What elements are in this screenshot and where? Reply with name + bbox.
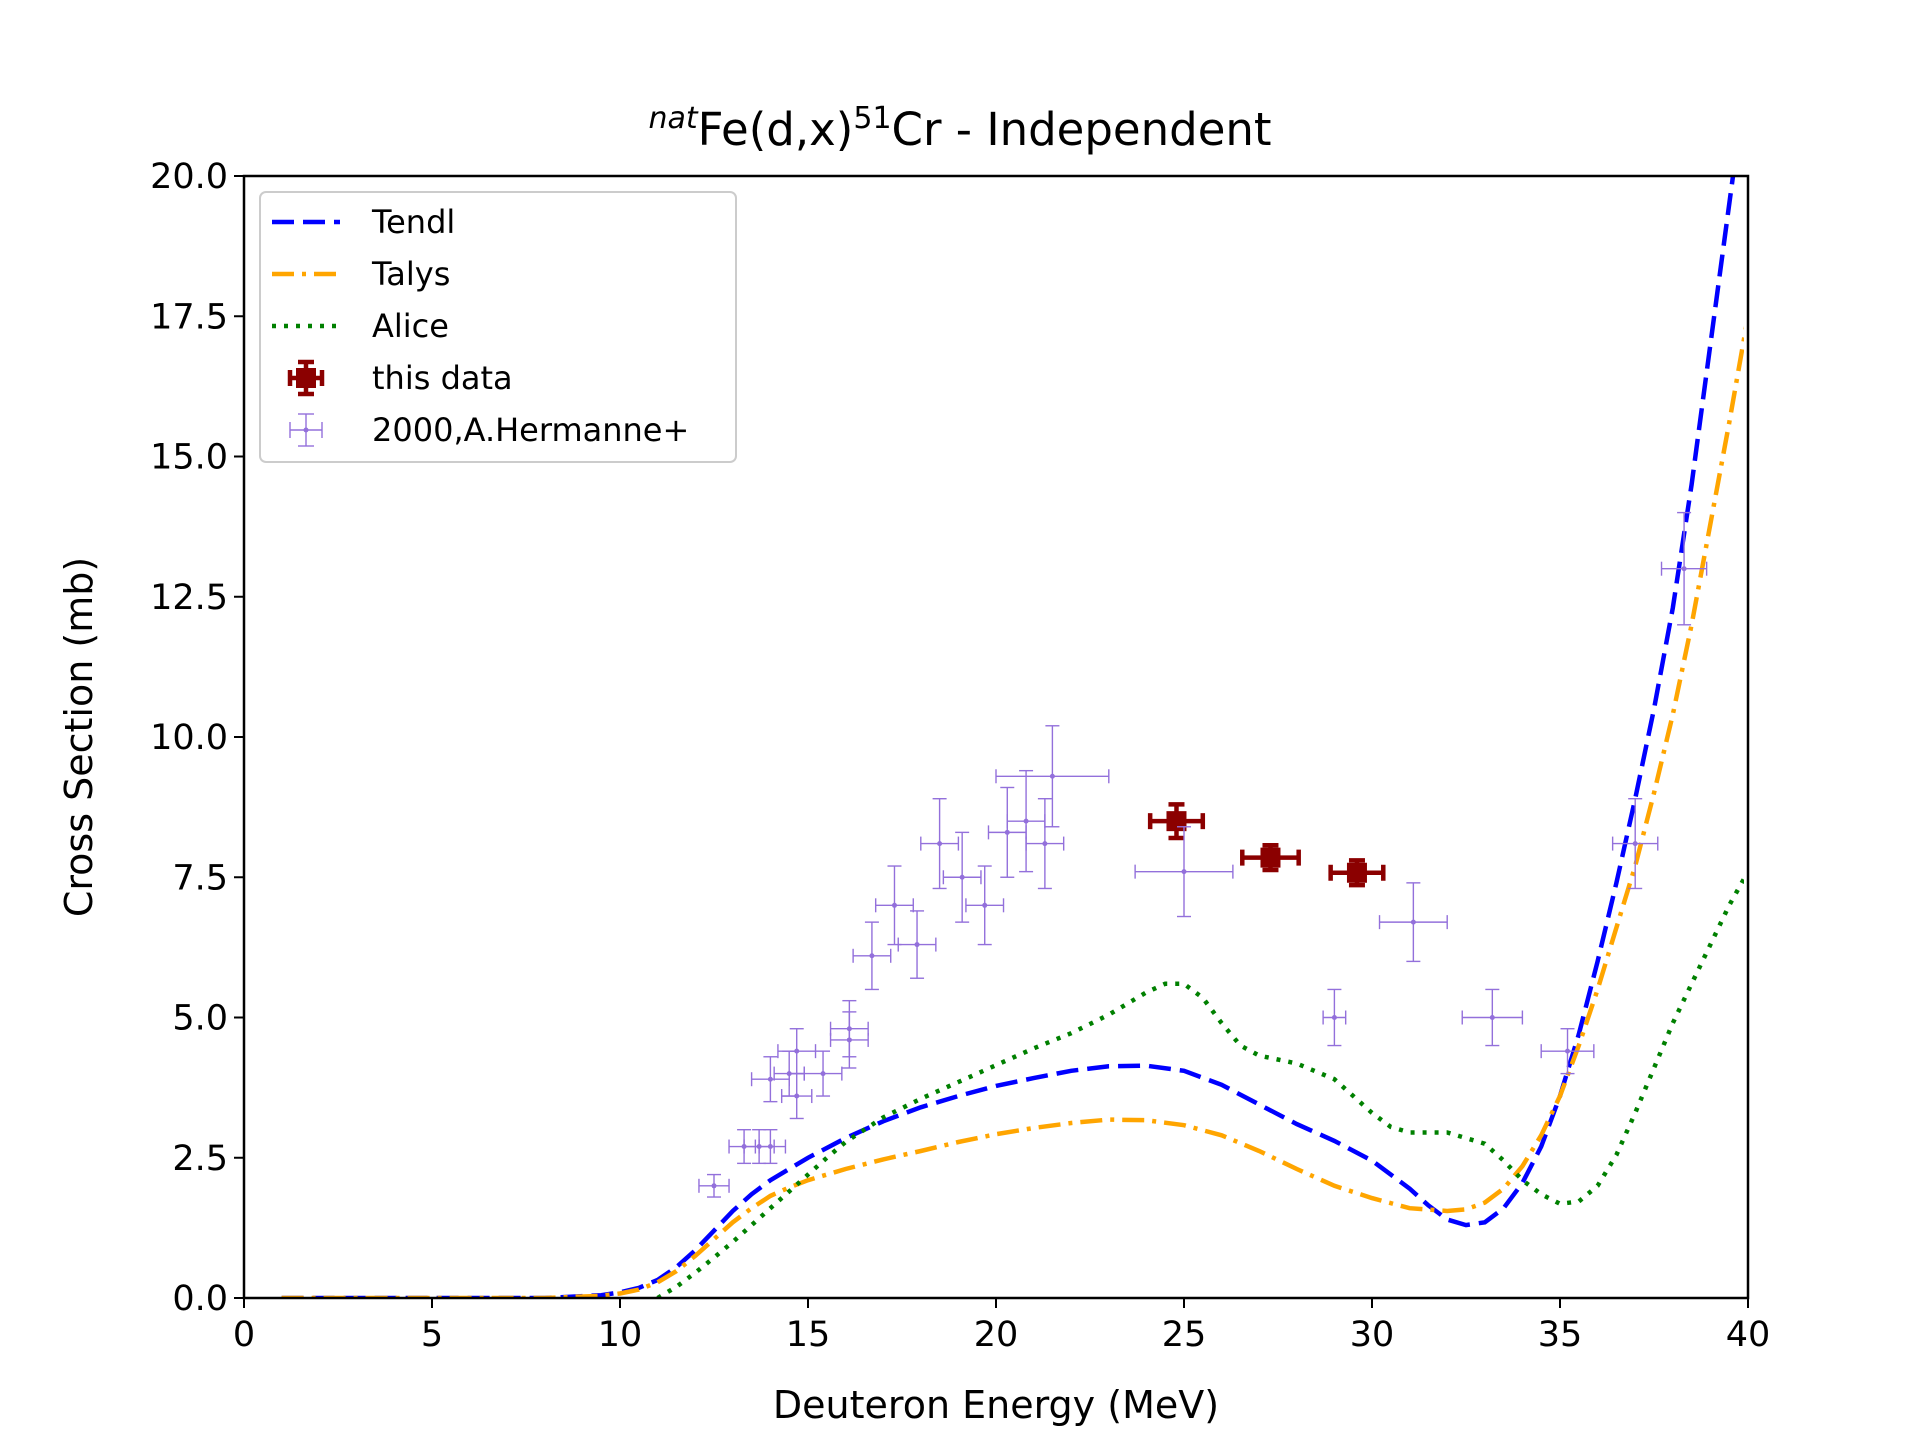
data-point-2000-a-hermanne — [1540, 1028, 1595, 1075]
legend-label: this data — [372, 359, 513, 397]
points-layer — [698, 511, 1708, 1198]
x-tick-label: 35 — [1538, 1315, 1583, 1355]
y-tick-label: 2.5 — [172, 1139, 228, 1179]
legend-label: Tendl — [371, 203, 455, 241]
legend-item-alice: Alice — [272, 307, 449, 345]
data-point-2000-a-hermanne — [1025, 798, 1065, 890]
data-point-2000-a-hermanne — [1611, 798, 1659, 890]
legend-swatch — [289, 413, 323, 447]
title-element: Fe(d,x) — [698, 103, 854, 156]
data-point-2000-a-hermanne — [750, 1056, 790, 1103]
series-line-tendl — [281, 176, 1736, 1298]
data-point-2000-a-hermanne — [1134, 826, 1234, 918]
series-line-talys — [281, 326, 1744, 1298]
x-axis-label: Deuteron Energy (MeV) — [773, 1383, 1219, 1427]
legend-item-2000-a-hermanne: 2000,A.Hermanne+ — [289, 411, 689, 449]
title-mass: 51 — [853, 101, 891, 136]
y-tick-label: 0.0 — [172, 1279, 228, 1319]
y-axis: 0.0 2.5 5.0 7.5 10.0 12.5 15.0 17.5 20.0 — [150, 157, 244, 1319]
y-tick-label: 10.0 — [150, 718, 228, 758]
data-point-2000-a-hermanne — [995, 725, 1110, 828]
x-axis: 0 5 10 15 20 25 30 35 40 — [233, 1298, 1770, 1355]
y-tick-label: 5.0 — [172, 999, 228, 1039]
legend-item-tendl: Tendl — [272, 203, 455, 241]
data-point-2000-a-hermanne — [852, 921, 892, 991]
title-product: Cr - Independent — [892, 103, 1272, 156]
legend-label: Talys — [371, 255, 450, 293]
title-prefix: nat — [648, 101, 698, 136]
x-tick-label: 20 — [974, 1315, 1019, 1355]
x-tick-label: 40 — [1726, 1315, 1771, 1355]
y-axis-label: Cross Section (mb) — [57, 557, 101, 917]
x-tick-label: 0 — [233, 1315, 255, 1355]
legend: Tendl Talys Alice this data 2000,A.Hermanne+ — [259, 191, 737, 463]
x-tick-label: 30 — [1350, 1315, 1395, 1355]
x-tick-label: 10 — [598, 1315, 643, 1355]
data-point-2000-a-hermanne — [780, 1072, 813, 1120]
data-point-2000-a-hermanne — [920, 798, 960, 890]
y-tick-label: 15.0 — [150, 438, 228, 478]
legend-label: Alice — [372, 307, 449, 345]
y-tick-label: 12.5 — [150, 578, 228, 618]
data-point-2000-a-hermanne — [874, 865, 914, 946]
x-tick-label: 5 — [421, 1315, 443, 1355]
data-point-2000-a-hermanne — [1660, 511, 1708, 626]
chart-title: natFe(d,x)51Cr - Independent — [648, 101, 1271, 156]
data-point-2000-a-hermanne — [942, 831, 982, 923]
x-tick-label: 15 — [786, 1315, 831, 1355]
data-point-2000-a-hermanne — [965, 865, 1005, 946]
data-point-2000-a-hermanne — [1378, 882, 1448, 963]
data-point-2000-a-hermanne — [829, 1011, 869, 1069]
legend-item-this-data: this data — [287, 359, 513, 397]
y-tick-label: 7.5 — [172, 858, 228, 898]
data-point-2000-a-hermanne — [897, 910, 937, 979]
data-point-2000-a-hermanne — [754, 1128, 787, 1165]
legend-box — [259, 191, 737, 463]
legend-item-talys: Talys — [272, 255, 450, 293]
x-tick-label: 25 — [1162, 1315, 1207, 1355]
y-tick-label: 20.0 — [150, 157, 228, 197]
data-point-2000-a-hermanne — [1322, 988, 1347, 1047]
data-point-this-data — [1328, 858, 1386, 888]
data-point-this-data — [1240, 843, 1301, 873]
legend-label: 2000,A.Hermanne+ — [372, 411, 689, 449]
data-point-2000-a-hermanne — [1461, 988, 1524, 1047]
y-tick-label: 17.5 — [150, 297, 228, 337]
legend-swatch — [287, 359, 325, 397]
series-line-alice — [656, 874, 1744, 1298]
data-point-2000-a-hermanne — [803, 1050, 843, 1097]
series-layer — [281, 176, 1744, 1298]
data-point-2000-a-hermanne — [698, 1173, 730, 1198]
